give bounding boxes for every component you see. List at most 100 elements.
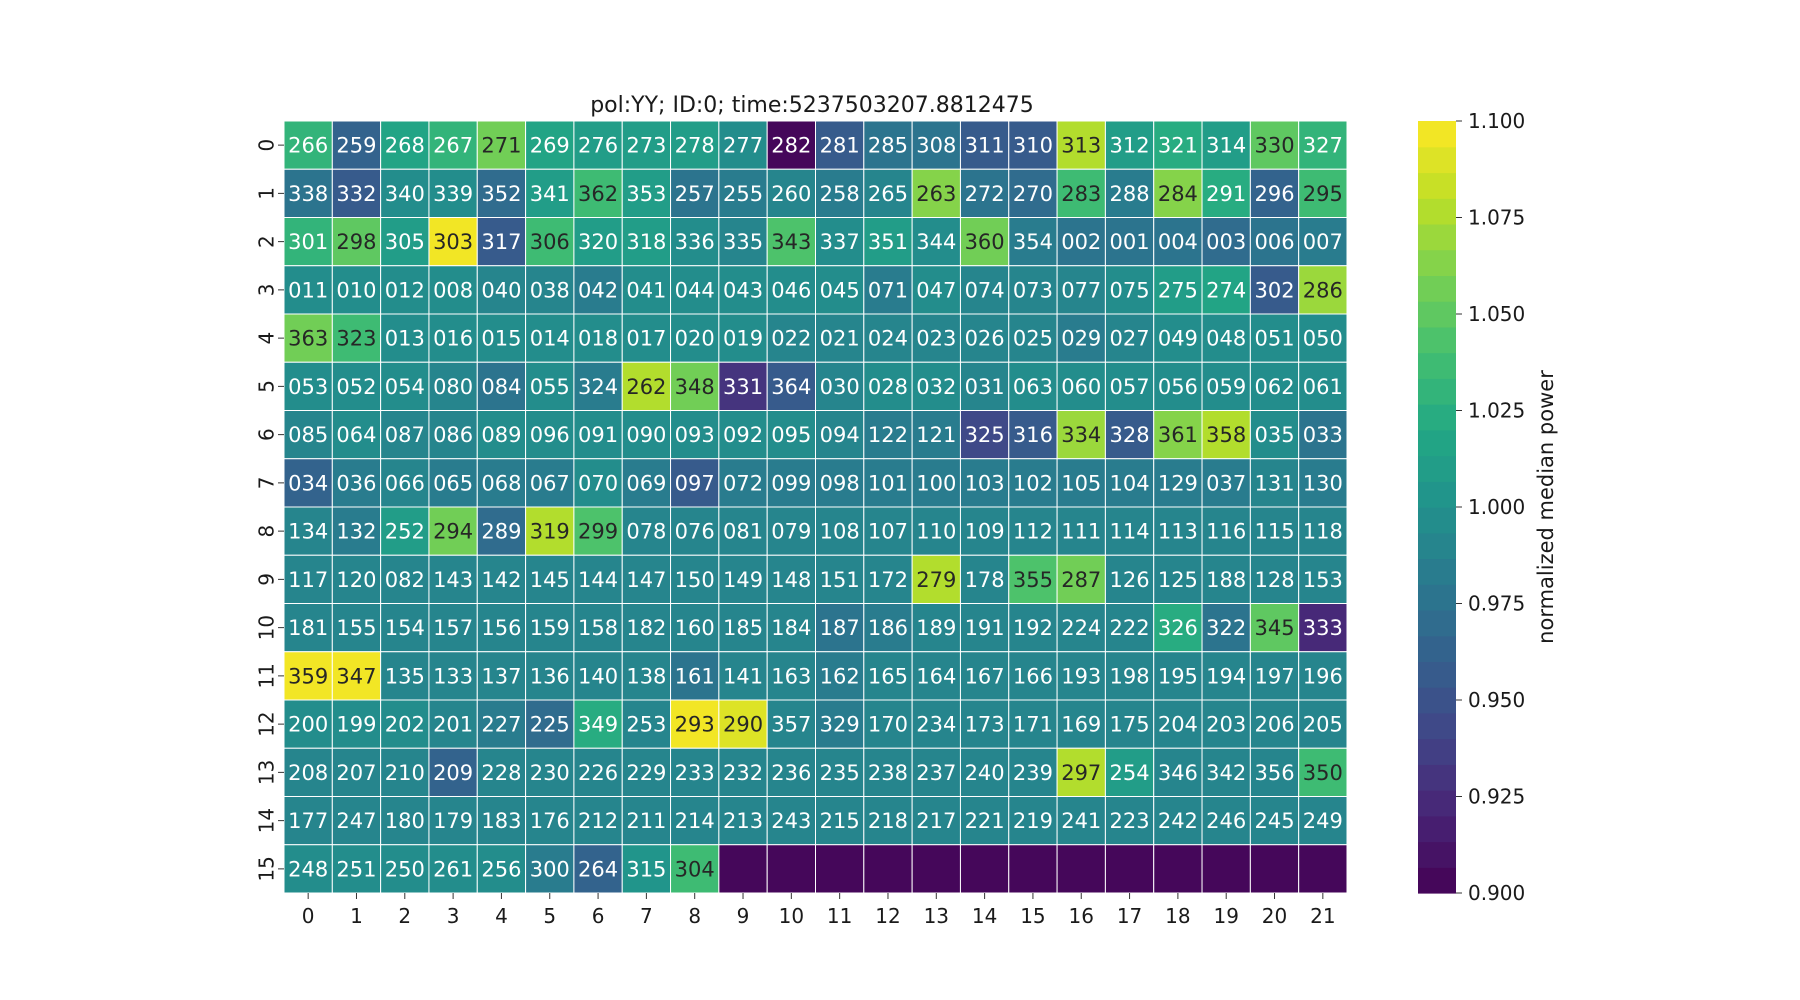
cell-label: 192 bbox=[1013, 616, 1053, 640]
heatmap-cell bbox=[911, 844, 961, 894]
cell-label: 324 bbox=[578, 375, 618, 399]
cell-label: 100 bbox=[916, 471, 956, 495]
cell-label: 176 bbox=[530, 809, 570, 833]
heatmap-cell bbox=[815, 844, 865, 894]
cell-label: 350 bbox=[1303, 761, 1343, 785]
heatmap-cell bbox=[525, 361, 575, 411]
heatmap-cell bbox=[670, 168, 720, 218]
cell-label: 137 bbox=[481, 664, 521, 688]
heatmap-cell bbox=[815, 265, 865, 315]
heatmap-cell bbox=[1008, 120, 1058, 170]
cell-label: 091 bbox=[578, 423, 618, 447]
colorbar-band bbox=[1418, 481, 1456, 508]
cell-label: 010 bbox=[336, 278, 376, 302]
heatmap-cell bbox=[331, 796, 382, 846]
cell-label: 087 bbox=[385, 423, 425, 447]
x-tick-label: 5 bbox=[543, 904, 556, 928]
x-tick-label: 16 bbox=[1069, 904, 1094, 928]
heatmap-cell bbox=[1298, 410, 1348, 460]
cell-label: 130 bbox=[1303, 471, 1343, 495]
y-tick-label: 15 bbox=[255, 856, 279, 881]
cell-label: 291 bbox=[1206, 182, 1246, 206]
heatmap-cell bbox=[428, 265, 478, 315]
cell-label: 225 bbox=[530, 713, 570, 737]
heatmap-cell bbox=[815, 603, 865, 653]
heatmap-cell bbox=[766, 361, 817, 411]
heatmap-cell bbox=[283, 458, 333, 508]
heatmap-cell bbox=[331, 699, 382, 749]
cell-label: 205 bbox=[1303, 713, 1343, 737]
heatmap-cell bbox=[911, 796, 961, 846]
cell-label: 310 bbox=[1013, 134, 1053, 158]
cell-label: 285 bbox=[868, 134, 908, 158]
heatmap-cell bbox=[670, 603, 720, 653]
cell-label: 029 bbox=[1061, 327, 1101, 351]
cell-label: 047 bbox=[916, 278, 956, 302]
colorbar-tick-label: 0.900 bbox=[1468, 881, 1525, 905]
heatmap-cell bbox=[718, 361, 768, 411]
cell-label: 185 bbox=[723, 616, 763, 640]
heatmap-cell bbox=[428, 844, 478, 894]
heatmap-cell bbox=[380, 651, 430, 701]
cell-label: 167 bbox=[965, 664, 1005, 688]
heatmap-cell bbox=[1201, 699, 1251, 749]
cell-label: 232 bbox=[723, 761, 763, 785]
cell-label: 268 bbox=[385, 134, 425, 158]
cell-label: 243 bbox=[771, 809, 811, 833]
heatmap-cell bbox=[573, 458, 623, 508]
cell-label: 013 bbox=[385, 327, 425, 351]
cell-label: 298 bbox=[336, 230, 376, 254]
cell-label: 286 bbox=[1303, 278, 1343, 302]
cell-label: 293 bbox=[675, 713, 715, 737]
heatmap-cell bbox=[331, 410, 382, 460]
heatmap-cell bbox=[331, 506, 382, 556]
colorbar-band bbox=[1418, 172, 1456, 199]
heatmap-cell bbox=[1298, 168, 1348, 218]
heatmap-cell bbox=[331, 458, 382, 508]
heatmap-cell bbox=[1056, 844, 1106, 894]
cell-label: 066 bbox=[385, 471, 425, 495]
cell-label: 158 bbox=[578, 616, 618, 640]
colorbar: 0.900 0.925 0.950 0.975 1.000 1.025 1.050 1.075… bbox=[1418, 109, 1525, 905]
x-tick-label: 9 bbox=[737, 904, 750, 928]
cell-label: 308 bbox=[916, 134, 956, 158]
cell-label: 238 bbox=[868, 761, 908, 785]
cell-label: 198 bbox=[1110, 664, 1150, 688]
heatmap-cell bbox=[959, 168, 1010, 218]
heatmap-cell bbox=[573, 651, 623, 701]
heatmap-cell bbox=[911, 651, 961, 701]
cell-label: 105 bbox=[1061, 471, 1101, 495]
cell-label: 215 bbox=[820, 809, 860, 833]
cell-label: 048 bbox=[1206, 327, 1246, 351]
cell-label: 180 bbox=[385, 809, 425, 833]
cell-label: 110 bbox=[916, 520, 956, 544]
cell-label: 125 bbox=[1158, 568, 1198, 592]
heatmap-cell bbox=[380, 361, 430, 411]
heatmap-cell bbox=[1056, 603, 1106, 653]
colorbar-band bbox=[1418, 507, 1456, 534]
cell-label: 305 bbox=[385, 230, 425, 254]
y-tick-label: 1 bbox=[255, 187, 279, 200]
cell-label: 263 bbox=[916, 182, 956, 206]
x-tick-label: 13 bbox=[924, 904, 949, 928]
colorbar-band bbox=[1418, 121, 1456, 148]
heatmap-cell bbox=[476, 651, 527, 701]
cell-label: 073 bbox=[1013, 278, 1053, 302]
cell-label: 107 bbox=[868, 520, 908, 544]
colorbar-band bbox=[1418, 687, 1456, 714]
heatmap-cell bbox=[1298, 361, 1348, 411]
heatmap-cell bbox=[283, 265, 333, 315]
cell-label: 264 bbox=[578, 857, 618, 881]
cell-label: 329 bbox=[820, 713, 860, 737]
heatmap-cell bbox=[911, 313, 961, 363]
cell-label: 028 bbox=[868, 375, 908, 399]
cell-label: 317 bbox=[481, 230, 521, 254]
cell-label: 018 bbox=[578, 327, 618, 351]
cell-label: 296 bbox=[1254, 182, 1294, 206]
colorbar-band bbox=[1418, 429, 1456, 457]
cell-label: 103 bbox=[965, 471, 1005, 495]
cell-label: 053 bbox=[288, 375, 328, 399]
heatmap-cell bbox=[1201, 120, 1251, 170]
cell-label: 212 bbox=[578, 809, 618, 833]
cell-label: 012 bbox=[385, 278, 425, 302]
